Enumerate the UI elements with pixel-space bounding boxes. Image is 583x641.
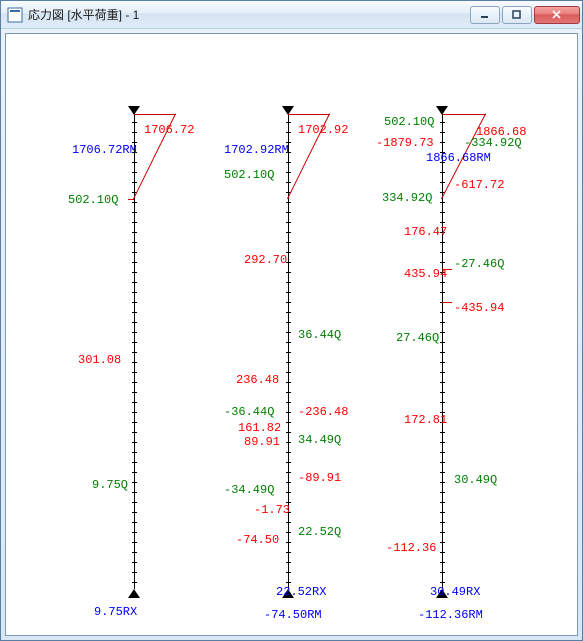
value-label: 1706.72RM (72, 144, 137, 156)
value-label: -1879.73 (376, 137, 434, 149)
diagram-edge (288, 114, 330, 115)
close-button[interactable] (534, 6, 580, 24)
window-title: 応力図 [水平荷重] - 1 (28, 6, 468, 23)
diagram-edge (134, 114, 176, 115)
value-label: 9.75Q (92, 479, 128, 491)
value-label: 1702.92RM (224, 144, 289, 156)
value-label: 502.10Q (68, 194, 118, 206)
value-label: 176.47 (404, 226, 447, 238)
value-label: -36.44Q (224, 406, 274, 418)
value-label: -236.48 (298, 406, 348, 418)
value-label: -89.91 (298, 472, 341, 484)
value-label: 502.10Q (224, 169, 274, 181)
value-label: 292.70 (244, 254, 287, 266)
diagram-canvas: 1706.72 1706.72RM 502.10Q 301.08 9.75Q 9.75RX… (5, 33, 578, 636)
value-label: -617.72 (454, 179, 504, 191)
value-label: 502.10Q (384, 116, 434, 128)
value-label: 22.52RX (276, 586, 326, 598)
bottom-support (128, 589, 140, 598)
value-label: 301.08 (78, 354, 121, 366)
value-label: 27.46Q (396, 332, 439, 344)
value-label: 334.92Q (382, 192, 432, 204)
value-label: 1866.68RM (426, 152, 491, 164)
value-label: 30.49RX (430, 586, 480, 598)
app-icon (7, 7, 23, 23)
value-label: 34.49Q (298, 434, 341, 446)
maximize-icon (512, 10, 522, 20)
value-label: -74.50 (236, 534, 279, 546)
titlebar: 応力図 [水平荷重] - 1 (1, 1, 582, 29)
value-label: -27.46Q (454, 258, 504, 270)
value-label: -74.50RM (264, 609, 322, 621)
minimize-button[interactable] (470, 6, 500, 24)
diagram-edge (442, 302, 452, 303)
value-label: 89.91 (244, 436, 280, 448)
value-label: 22.52Q (298, 526, 341, 538)
app-window: 応力図 [水平荷重] - 1 1706.72 1706.72RM 502.10Q 30… (0, 0, 583, 641)
value-label: 435.94 (404, 268, 447, 280)
close-icon (551, 10, 563, 20)
value-label: 161.82 (238, 422, 281, 434)
value-label: -112.36 (386, 542, 436, 554)
value-label: 236.48 (236, 374, 279, 386)
value-label: 36.44Q (298, 329, 341, 341)
value-label: -112.36RM (418, 609, 483, 621)
maximize-button[interactable] (502, 6, 532, 24)
value-label: -1.73 (254, 504, 290, 516)
value-label: 9.75RX (94, 606, 137, 618)
minimize-icon (480, 10, 490, 20)
value-label: -334.92Q (464, 137, 522, 149)
value-label: 30.49Q (454, 474, 497, 486)
diagram-edge (128, 199, 134, 200)
diagram-edge (442, 114, 486, 115)
value-label: -34.49Q (224, 484, 274, 496)
value-label: -435.94 (454, 302, 504, 314)
value-label: 1702.92 (298, 124, 348, 136)
value-label: 1706.72 (144, 124, 194, 136)
value-label: 172.81 (404, 414, 447, 426)
